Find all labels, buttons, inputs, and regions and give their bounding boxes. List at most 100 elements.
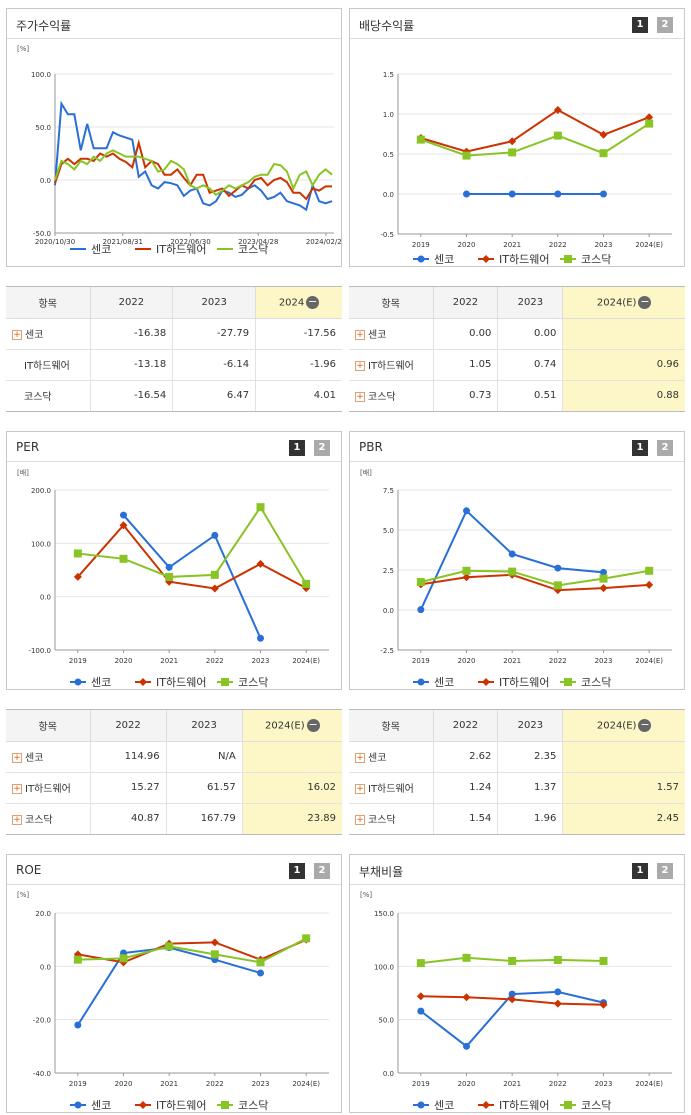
data-point [599, 1000, 608, 1009]
collapse-icon[interactable]: − [638, 294, 652, 309]
value-cell: 16.02 [241, 772, 342, 804]
row-name-cell[interactable]: + 코스닥 [6, 803, 90, 834]
column-header-label: 2022 [452, 719, 479, 731]
y-tick-label: 0.0 [383, 607, 394, 615]
y-tick-label: 200.0 [31, 487, 51, 495]
row-name-cell[interactable]: + 센코 [6, 318, 90, 350]
data-point [257, 634, 264, 642]
expand-icon[interactable]: + [355, 361, 365, 371]
row-name-cell[interactable]: + IT하드웨어 [349, 772, 433, 804]
top-edge [0, 0, 691, 6]
value-cell: -6.14 [172, 349, 256, 381]
row-name: 센코 [25, 753, 44, 764]
view-1-button[interactable]: 1 [632, 17, 648, 33]
x-tick-label: 2020 [458, 657, 476, 665]
x-tick-label: 2019 [412, 241, 430, 249]
row-name-cell[interactable]: + 코스닥 [349, 380, 433, 411]
row-name-cell[interactable]: + 센코 [349, 318, 433, 350]
expand-icon[interactable]: + [12, 753, 22, 763]
view-2-button[interactable]: 2 [657, 863, 673, 879]
view-1-button[interactable]: 1 [289, 440, 305, 456]
data-point [74, 678, 82, 686]
per-chart: 200.0 100.0 0.0 -100.0 2019 2020 2021 2022 2023 2… [28, 487, 329, 689]
y-tick-label: 7.5 [383, 487, 394, 495]
y-tick-label: -100.0 [28, 647, 51, 655]
expand-icon[interactable]: + [355, 330, 365, 340]
column-header: 2023 [165, 710, 243, 742]
debt-ratio-panel: 부채비율 1 2 [%] 150.0 100.0 50.0 0.0 2019 2020 20… [349, 854, 685, 1113]
legend-label: IT하드웨어 [156, 675, 206, 689]
row-name-cell[interactable]: + IT하드웨어 [349, 349, 433, 381]
row-name-cell[interactable]: + 센코 [6, 741, 90, 773]
x-tick-label: 2020 [458, 241, 476, 249]
row-name-cell[interactable]: 코스닥 [6, 380, 90, 411]
value-cell: -16.38 [89, 318, 173, 350]
x-tick-label: 2024(E) [292, 1080, 320, 1088]
data-point [256, 958, 265, 967]
table-row: + 코스닥 40.87 167.79 23.89 [6, 803, 342, 834]
data-point [463, 190, 470, 198]
view-1-button[interactable]: 1 [632, 863, 648, 879]
column-header: 2024(E) − [241, 710, 342, 742]
data-point [417, 678, 425, 686]
collapse-icon[interactable]: − [306, 294, 320, 309]
table-row: + IT하드웨어 1.05 0.74 0.96 [349, 349, 685, 381]
column-header-label: 항목 [381, 721, 400, 733]
data-point [508, 957, 517, 965]
data-point [417, 1007, 425, 1015]
expand-icon[interactable]: + [12, 330, 22, 340]
expand-icon[interactable]: + [355, 784, 365, 794]
debt-ratio-chart: 150.0 100.0 50.0 0.0 2019 2020 2021 2022 2023 202… [374, 910, 672, 1112]
data-point [553, 955, 562, 964]
value-cell: 61.57 [165, 772, 243, 804]
row-name-cell[interactable]: + 센코 [349, 741, 433, 773]
series-line [420, 569, 650, 587]
expand-icon[interactable]: + [355, 753, 365, 763]
view-2-button[interactable]: 2 [657, 17, 673, 33]
data-point [416, 992, 425, 1001]
data-point [564, 1101, 572, 1109]
legend-label: 센코 [91, 1099, 111, 1112]
value-cell: -1.96 [255, 349, 342, 381]
y-tick-label: 2.5 [383, 567, 394, 575]
y-tick-label: 0.0 [383, 191, 394, 199]
data-point [600, 568, 607, 576]
data-point [554, 190, 562, 198]
value-cell: 2.62 [432, 741, 498, 773]
collapse-icon[interactable]: − [306, 717, 320, 732]
expand-icon[interactable]: + [355, 815, 365, 826]
value-cell: 1.57 [562, 772, 685, 804]
y-tick-label: 0.0 [383, 1070, 394, 1078]
row-name-cell[interactable]: + 코스닥 [349, 803, 433, 834]
row-name-cell[interactable]: + IT하드웨어 [6, 772, 90, 804]
table-header-row: 항목 2022 2023 2024(E) − [6, 710, 342, 742]
expand-icon[interactable]: + [12, 815, 22, 826]
data-point [73, 955, 82, 964]
column-header-label: 항목 [381, 298, 400, 310]
panel-header: PER 1 2 [7, 432, 341, 462]
x-tick-label: 2024/02/29 [306, 238, 342, 246]
value-cell: 0.00 [497, 318, 563, 350]
view-1-button[interactable]: 1 [632, 440, 648, 456]
x-tick-label: 2024(E) [635, 657, 663, 665]
expand-icon[interactable]: + [355, 392, 365, 403]
view-1-button[interactable]: 1 [289, 863, 305, 879]
data-point [564, 678, 572, 686]
legend-label: IT하드웨어 [156, 1098, 206, 1112]
legend-label: IT하드웨어 [499, 675, 549, 689]
value-cell [562, 741, 685, 773]
view-2-button[interactable]: 2 [657, 440, 673, 456]
expand-icon[interactable]: + [12, 784, 22, 794]
data-point [564, 255, 572, 263]
per-table: 항목 2022 2023 2024(E) − + 센코 114.96 N/A + IT하드웨어 15.… [6, 709, 342, 835]
x-tick-label: 2023 [595, 657, 613, 665]
pbr-panel: PBR 1 2 [배] 7.5 5.0 2.5 0.0 -2.5 2019 2020 2021… [349, 431, 685, 690]
data-point [554, 988, 562, 996]
view-2-button[interactable]: 2 [314, 440, 330, 456]
column-header: 2022 [89, 710, 167, 742]
data-point [553, 581, 562, 590]
column-header-label: 2023 [517, 719, 544, 731]
row-name-cell[interactable]: IT하드웨어 [6, 349, 90, 381]
view-2-button[interactable]: 2 [314, 863, 330, 879]
collapse-icon[interactable]: − [638, 717, 652, 732]
